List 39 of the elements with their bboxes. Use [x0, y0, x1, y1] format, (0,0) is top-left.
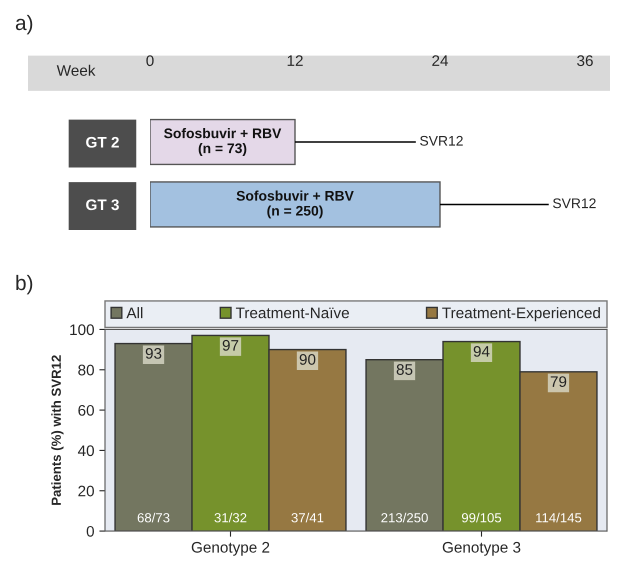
chart-title: a): [16, 14, 32, 34]
chart-title: b): [16, 274, 32, 294]
data-label: 94: [474, 346, 490, 357]
annotation: SVR12: [553, 198, 596, 208]
y-tick-label: GT 3: [86, 199, 119, 210]
x-tick-label: 24: [432, 55, 448, 66]
x-tick-label: 36: [577, 55, 593, 66]
x-tick-label: 0: [146, 55, 154, 66]
annotation: SVR12: [420, 136, 463, 146]
y-tick-label: 100: [70, 324, 94, 336]
x-axis-title: Week: [56, 64, 96, 76]
legend-label: All: [126, 307, 142, 318]
x-tick-label: Genotype 2: [192, 542, 270, 556]
y-tick-label: GT 2: [86, 136, 119, 148]
data-label: 93: [146, 348, 162, 359]
annotation: 37/41: [291, 512, 324, 522]
annotation: 68/73: [138, 512, 170, 522]
annotation: Sofosbuvir + RBV (n = 73): [164, 128, 282, 156]
annotation: 99/105: [462, 512, 502, 522]
bar: [150, 181, 441, 228]
x-tick-label: Genotype 3: [442, 542, 520, 556]
annotation: Sofosbuvir + RBV (n = 250): [236, 190, 354, 218]
data-label: 90: [300, 354, 316, 365]
y-tick-label: 20: [78, 486, 94, 496]
legend-label: Treatment-Experienced: [442, 307, 600, 322]
y-tick-label: 80: [78, 364, 94, 376]
y-tick-label: 0: [86, 526, 94, 537]
data-label: 85: [396, 364, 412, 375]
bar: [150, 118, 296, 166]
x-tick-label: 12: [288, 55, 303, 66]
data-label: 79: [550, 376, 566, 388]
y-axis-title: Patients (%) with SVR12: [51, 355, 64, 505]
data-label: 97: [222, 340, 238, 351]
y-tick-label: 60: [78, 404, 94, 416]
y-tick-label: 40: [78, 445, 94, 456]
annotation: 213/250: [381, 512, 428, 522]
annotation: 114/145: [536, 512, 582, 522]
legend-label: Treatment-Naïve: [236, 308, 349, 318]
annotation: 31/32: [214, 512, 246, 522]
